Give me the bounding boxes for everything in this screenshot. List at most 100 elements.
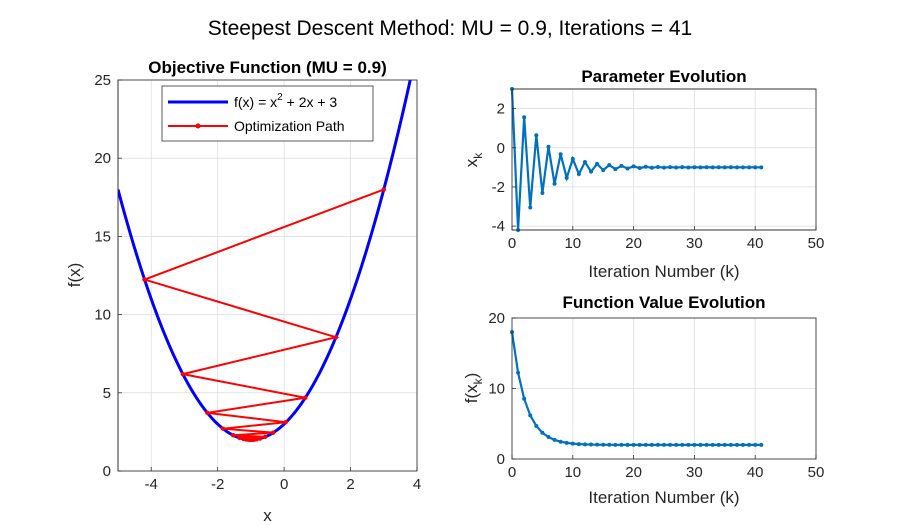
function-title: Function Value Evolution	[562, 293, 765, 312]
legend-path-label: Optimization Path	[234, 118, 345, 134]
objective-xtick-label: 4	[413, 476, 421, 493]
parameter-plot-area	[511, 88, 817, 231]
objective-ytick-label: 25	[94, 72, 111, 89]
parameter-series-point	[722, 165, 727, 170]
parameter-series-point	[704, 165, 709, 170]
parameter-series-point	[692, 165, 697, 170]
parameter-series-point	[540, 191, 545, 196]
parameter-series-point	[710, 165, 715, 170]
function-series-point	[564, 440, 569, 445]
function-ytick-label: 0	[497, 451, 505, 468]
parameter-series-point	[570, 156, 575, 161]
function-series-point	[570, 441, 575, 446]
parameter-xtick-label: 0	[508, 235, 516, 252]
figure-title: Steepest Descent Method: MU = 0.9, Itera…	[208, 17, 692, 40]
objective-ticks: -4 -2 0 2 4 0 5 10 15 20 25	[94, 72, 421, 493]
parameter-series-point	[522, 115, 527, 120]
function-series-point	[558, 439, 563, 444]
parameter-series-point	[649, 165, 654, 170]
parameter-series-point	[643, 164, 648, 169]
function-series-point	[680, 442, 685, 447]
parameter-grid	[511, 89, 817, 230]
function-series-point	[516, 370, 521, 375]
optimization-path-point	[237, 435, 242, 441]
parameter-series-point	[613, 167, 618, 172]
objective-plot-border	[117, 79, 418, 472]
parameter-series-point	[741, 165, 746, 170]
function-series-point	[546, 435, 551, 440]
parameter-series-point	[716, 165, 721, 170]
parameter-series-point	[558, 152, 563, 157]
function-xtick-label: 20	[625, 464, 642, 481]
optimization-path-point	[381, 187, 386, 192]
function-series-point	[637, 442, 642, 447]
parameter-series-point	[747, 165, 752, 170]
parameter-series-point	[734, 165, 739, 170]
parameter-series-point	[534, 133, 539, 138]
parameter-xtick-label: 30	[686, 235, 703, 252]
function-series-point	[534, 423, 539, 428]
parameter-xtick-label: 10	[564, 235, 581, 252]
function-series-point	[613, 442, 618, 447]
function-series-point	[655, 442, 660, 447]
optimization-path-point	[220, 426, 226, 431]
objective-xlabel: x	[263, 506, 272, 525]
objective-plot-area	[117, 79, 418, 472]
optimization-path-point	[180, 371, 186, 377]
parameter-series-point	[589, 169, 594, 174]
parameter-series-point	[662, 165, 666, 170]
parameter-series-point	[625, 166, 630, 171]
parameter-series-point	[528, 205, 533, 210]
optimization-path-point	[303, 395, 308, 400]
objective-function-axes: -4 -2 0 2 4 0 5 10 15 20 25 Objective Function (MU…	[65, 58, 421, 525]
parameter-title: Parameter Evolution	[581, 67, 746, 86]
parameter-series-point	[595, 161, 600, 166]
objective-data	[118, 80, 412, 442]
parameter-series-point	[601, 168, 606, 173]
parameter-ytick-label: 2	[497, 101, 505, 118]
parameter-series-point	[576, 172, 581, 177]
parameter-ytick-label: -2	[492, 179, 505, 196]
parameter-series-point	[728, 165, 733, 170]
legend-path-marker	[195, 123, 201, 129]
function-xtick-label: 40	[747, 464, 764, 481]
parameter-series-point	[759, 165, 764, 170]
parameter-series-point	[546, 144, 551, 149]
function-series-point	[576, 442, 581, 447]
parameter-series-point	[668, 165, 673, 170]
function-series-point	[759, 442, 764, 447]
parameter-series-point	[698, 165, 703, 170]
function-series-point	[722, 442, 727, 447]
parameter-series-point	[637, 166, 642, 171]
parameter-series-point	[680, 165, 685, 170]
function-series-point	[528, 413, 533, 418]
objective-xtick-label: 0	[280, 476, 288, 493]
legend-curve-label: f(x) = x2 + 2x + 3	[234, 92, 337, 110]
function-series-point	[662, 442, 666, 447]
objective-xtick-label: 2	[346, 476, 354, 493]
parameter-series-point	[655, 164, 660, 169]
function-ytick-label: 10	[488, 381, 505, 398]
function-xtick-label: 10	[564, 464, 581, 481]
function-series-point	[595, 442, 600, 447]
parameter-series-point	[564, 175, 569, 180]
parameter-series-point	[686, 165, 691, 170]
objective-title: Objective Function (MU = 0.9)	[148, 58, 387, 77]
optimization-path-point	[270, 430, 276, 435]
function-series-point	[643, 442, 648, 447]
function-series-point	[540, 430, 545, 435]
function-series-point	[734, 442, 739, 447]
parameter-series-point	[631, 164, 636, 169]
objective-ytick-label: 10	[94, 307, 111, 324]
parameter-series-point	[582, 159, 587, 164]
optimization-path-point	[205, 410, 210, 416]
objective-ylabel: f(x)	[65, 263, 84, 288]
function-data	[510, 330, 764, 447]
function-series-point	[668, 442, 673, 447]
function-series-point	[741, 442, 746, 447]
function-series-point	[674, 442, 679, 447]
function-series-point	[619, 442, 624, 447]
objective-legend: f(x) = x2 + 2x + 3 Optimization Path	[161, 85, 374, 142]
function-xtick-label: 30	[686, 464, 703, 481]
parameter-series-point	[619, 163, 624, 168]
